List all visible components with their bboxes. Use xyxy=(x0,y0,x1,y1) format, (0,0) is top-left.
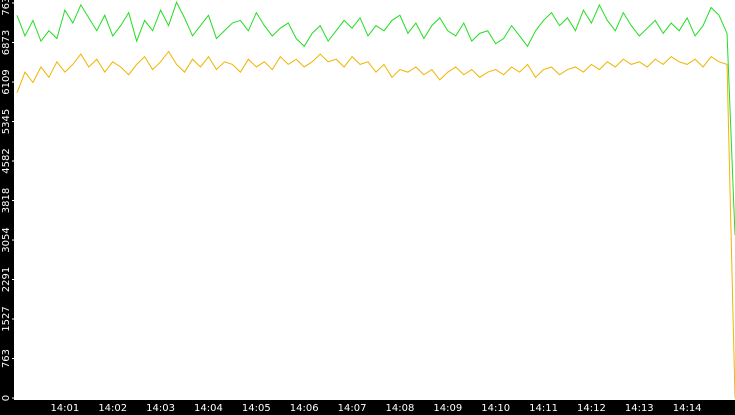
x-axis-band xyxy=(0,400,735,415)
x-tick-label: 14:12 xyxy=(577,403,606,414)
y-tick-label: 763 xyxy=(1,349,12,368)
x-tick-label: 14:13 xyxy=(625,403,654,414)
y-tick-label: 6109 xyxy=(1,69,12,94)
y-tick-label: 5345 xyxy=(1,109,12,134)
x-tick-label: 14:10 xyxy=(481,403,510,414)
x-tick-label: 14:11 xyxy=(529,403,558,414)
y-tick-label: 7637 xyxy=(1,0,12,16)
series-line xyxy=(16,50,735,399)
x-tick-label: 14:07 xyxy=(338,403,367,414)
y-tick-label: 3818 xyxy=(1,188,12,213)
x-tick-label: 14:01 xyxy=(50,403,79,414)
x-tick-label: 14:08 xyxy=(386,403,415,414)
x-tick-label: 14:05 xyxy=(242,403,271,414)
y-axis-band xyxy=(0,0,14,415)
x-tick-label: 14:14 xyxy=(673,403,702,414)
y-tick-label: 0 xyxy=(1,395,12,401)
y-tick-label: 1527 xyxy=(1,306,12,331)
series-line xyxy=(16,1,735,236)
y-tick-label: 3054 xyxy=(1,227,12,252)
y-tick-label: 6873 xyxy=(1,30,12,55)
y-tick-label: 2291 xyxy=(1,267,12,292)
x-tick-label: 14:06 xyxy=(290,403,319,414)
x-tick-label: 14:09 xyxy=(433,403,462,414)
y-tick-label: 4582 xyxy=(1,148,12,173)
x-tick-label: 14:04 xyxy=(194,403,223,414)
x-tick-label: 14:02 xyxy=(98,403,127,414)
x-tick-label: 14:03 xyxy=(146,403,175,414)
